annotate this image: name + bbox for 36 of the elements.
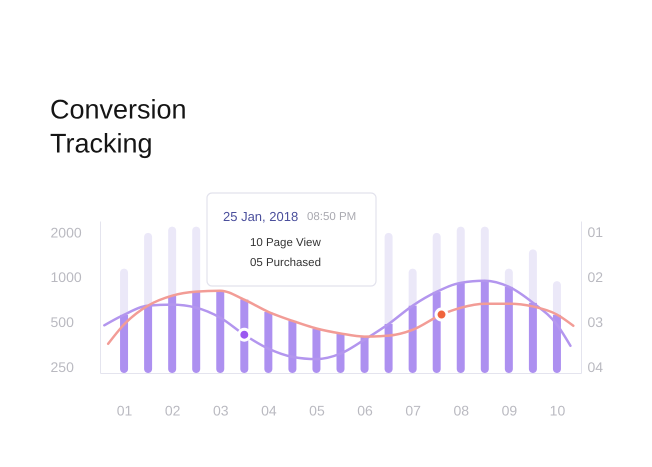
x-tick-label: 08 — [453, 402, 470, 418]
annotation: 08:50 PM — [307, 211, 356, 223]
x-tick-label: 01 — [116, 402, 133, 418]
x-tick-label: 07 — [405, 402, 422, 418]
y2-tick-label: 04 — [588, 359, 604, 376]
bar — [192, 226, 200, 292]
bar — [168, 226, 176, 296]
bar — [504, 268, 513, 287]
bar — [408, 268, 417, 306]
bar — [384, 232, 393, 324]
bar — [432, 232, 441, 292]
x-tick-label: 09 — [502, 402, 518, 418]
y-tick-label: 250 — [50, 359, 74, 376]
annotation: 10 Page View — [250, 237, 322, 249]
y-tick-label: 500 — [50, 314, 74, 330]
x-tick-label: 03 — [212, 402, 229, 418]
bar — [552, 281, 561, 315]
x-tick-label: 04 — [261, 402, 277, 418]
y2-tick-label: 01 — [588, 224, 604, 240]
y2-tick-label: 02 — [588, 269, 604, 286]
line-series — [106, 289, 575, 346]
y-tick-label: 1000 — [50, 269, 82, 286]
y2-tick-label: 03 — [588, 314, 604, 330]
chart-title: Conversion Tracking — [50, 94, 187, 158]
bar — [144, 232, 152, 306]
annotation: 25 Jan, 2018 — [223, 209, 298, 224]
x-tick-label: 02 — [164, 402, 181, 418]
y-tick-label: 2000 — [50, 224, 82, 240]
bar — [480, 226, 489, 281]
bar — [456, 226, 465, 283]
x-tick-label: 10 — [550, 402, 566, 418]
x-tick-label: 06 — [357, 402, 374, 418]
x-tick-label: 05 — [309, 402, 325, 418]
annotation: 05 Purchased — [250, 257, 321, 269]
bar — [528, 249, 537, 303]
bar — [120, 268, 128, 315]
